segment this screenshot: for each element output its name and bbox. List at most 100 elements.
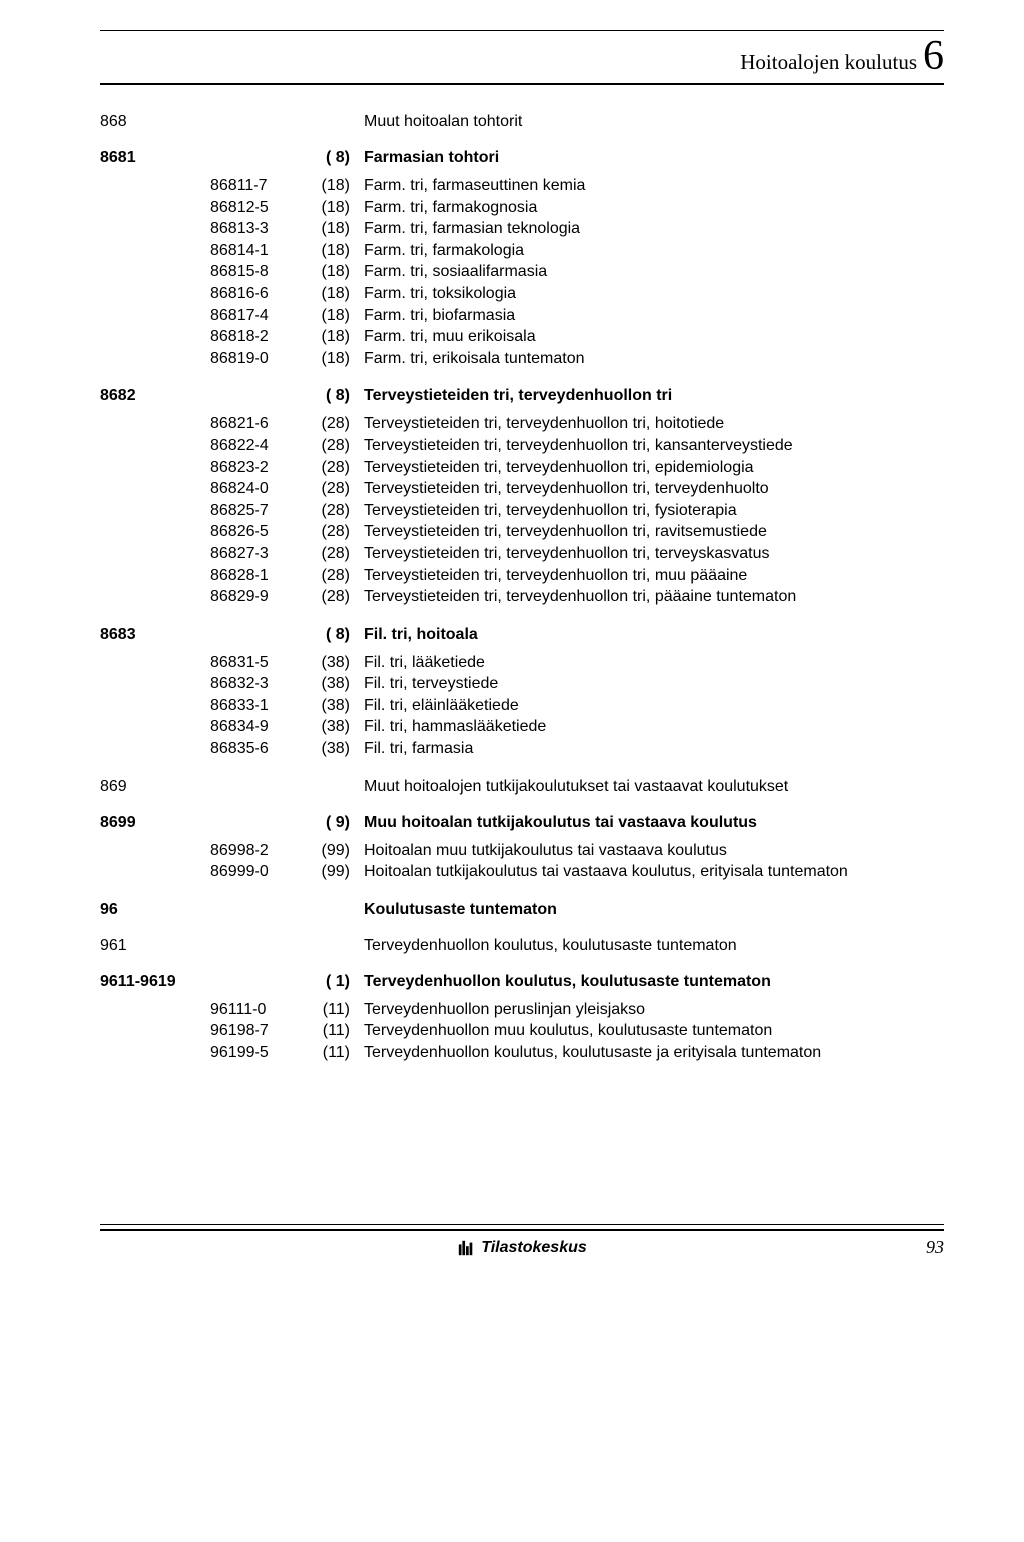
group-heading: 8681( 8)Farmasian tohtori xyxy=(100,149,944,167)
section-code: 868 xyxy=(100,113,210,131)
detail-subcode: 86826-5 xyxy=(210,521,300,543)
spacer xyxy=(100,197,210,219)
section-text: Muut hoitoalojen tutkijakoulutukset tai … xyxy=(364,778,944,796)
spacer xyxy=(100,478,210,500)
detail-subcode: 86812-5 xyxy=(210,197,300,219)
detail-line: 86815-8(18)Farm. tri, sosiaalifarmasia xyxy=(100,261,944,283)
detail-paren: (38) xyxy=(300,695,364,717)
group-heading: 8699( 9)Muu hoitoalan tutkijakoulutus ta… xyxy=(100,814,944,832)
detail-paren: (38) xyxy=(300,652,364,674)
detail-text: Terveydenhuollon koulutus, koulutusaste … xyxy=(364,1042,944,1064)
detail-subcode: 86821-6 xyxy=(210,413,300,435)
detail-line: 96198-7(11)Terveydenhuollon muu koulutus… xyxy=(100,1020,944,1042)
detail-line: 86835-6(38)Fil. tri, farmasia xyxy=(100,738,944,760)
spacer xyxy=(100,521,210,543)
detail-rows: 86811-7(18)Farm. tri, farmaseuttinen kem… xyxy=(100,175,944,369)
detail-paren: (18) xyxy=(300,197,364,219)
detail-subcode: 86814-1 xyxy=(210,240,300,262)
detail-text: Terveystieteiden tri, terveydenhuollon t… xyxy=(364,457,944,479)
spacer xyxy=(100,738,210,760)
content-body: 868Muut hoitoalan tohtorit8681( 8)Farmas… xyxy=(100,113,944,1064)
detail-subcode: 86835-6 xyxy=(210,738,300,760)
group-code: 8681 xyxy=(100,149,210,167)
group-paren: ( 8) xyxy=(300,626,364,644)
detail-paren: (38) xyxy=(300,673,364,695)
detail-text: Terveydenhuollon muu koulutus, koulutusa… xyxy=(364,1020,944,1042)
detail-paren: (28) xyxy=(300,586,364,608)
spacer xyxy=(210,814,300,832)
detail-line: 86811-7(18)Farm. tri, farmaseuttinen kem… xyxy=(100,175,944,197)
detail-text: Terveystieteiden tri, terveydenhuollon t… xyxy=(364,521,944,543)
page-footer: Tilastokeskus 93 xyxy=(100,1239,944,1257)
spacer xyxy=(100,565,210,587)
spacer xyxy=(210,778,300,796)
spacer xyxy=(210,113,300,131)
detail-subcode: 86824-0 xyxy=(210,478,300,500)
spacer xyxy=(100,500,210,522)
detail-paren: (18) xyxy=(300,175,364,197)
detail-subcode: 86825-7 xyxy=(210,500,300,522)
group-paren: ( 1) xyxy=(300,973,364,991)
group-paren: ( 8) xyxy=(300,387,364,405)
spacer xyxy=(100,283,210,305)
detail-line: 86824-0(28)Terveystieteiden tri, terveyd… xyxy=(100,478,944,500)
header-title: Hoitoalojen koulutus xyxy=(740,50,917,75)
spacer xyxy=(100,240,210,262)
detail-line: 86822-4(28)Terveystieteiden tri, terveyd… xyxy=(100,435,944,457)
detail-line: 86823-2(28)Terveystieteiden tri, terveyd… xyxy=(100,457,944,479)
detail-rows: 86831-5(38)Fil. tri, lääketiede86832-3(3… xyxy=(100,652,944,760)
document-page: Hoitoalojen koulutus 6 868 Muut hoitoalan… xyxy=(0,0,1024,1542)
detail-line: 96199-5(11)Terveydenhuollon koulutus, ko… xyxy=(100,1042,944,1064)
detail-line: 86821-6(28)Terveystieteiden tri, terveyd… xyxy=(100,413,944,435)
spacer xyxy=(210,973,300,991)
detail-paren: (18) xyxy=(300,261,364,283)
group-text: Terveystieteiden tri, terveydenhuollon t… xyxy=(364,387,944,405)
detail-text: Farm. tri, farmakologia xyxy=(364,240,944,262)
detail-text: Terveystieteiden tri, terveydenhuollon t… xyxy=(364,543,944,565)
spacer xyxy=(100,457,210,479)
spacer xyxy=(300,901,364,919)
detail-line: 86817-4(18)Farm. tri, biofarmasia xyxy=(100,305,944,327)
detail-line: 86833-1(38)Fil. tri, eläinlääketiede xyxy=(100,695,944,717)
spacer xyxy=(100,348,210,370)
group-paren: ( 8) xyxy=(300,149,364,167)
section-text: Muut hoitoalan tohtorit xyxy=(364,113,944,131)
group-code: 8683 xyxy=(100,626,210,644)
detail-text: Terveystieteiden tri, terveydenhuollon t… xyxy=(364,565,944,587)
spacer xyxy=(100,326,210,348)
detail-text: Fil. tri, lääketiede xyxy=(364,652,944,674)
detail-line: 86998-2(99)Hoitoalan muu tutkijakoulutus… xyxy=(100,840,944,862)
detail-paren: (18) xyxy=(300,240,364,262)
spacer xyxy=(100,413,210,435)
detail-paren: (11) xyxy=(300,999,364,1021)
footer-publisher: Tilastokeskus xyxy=(457,1239,587,1257)
detail-subcode: 86817-4 xyxy=(210,305,300,327)
section-heading: 868 Muut hoitoalan tohtorit xyxy=(100,113,944,131)
detail-text: Farm. tri, toksikologia xyxy=(364,283,944,305)
level-heading: 96Koulutusaste tuntematon xyxy=(100,901,944,919)
spacer xyxy=(100,861,210,883)
spacer xyxy=(210,626,300,644)
section-heading: 961Terveydenhuollon koulutus, koulutusas… xyxy=(100,937,944,955)
detail-line: 86818-2(18)Farm. tri, muu erikoisala xyxy=(100,326,944,348)
detail-line: 86812-5(18)Farm. tri, farmakognosia xyxy=(100,197,944,219)
detail-rows: 86821-6(28)Terveystieteiden tri, terveyd… xyxy=(100,413,944,607)
group-heading: 8682( 8)Terveystieteiden tri, terveydenh… xyxy=(100,387,944,405)
header-rule-top xyxy=(100,30,944,31)
detail-subcode: 96111-0 xyxy=(210,999,300,1021)
spacer xyxy=(100,716,210,738)
detail-paren: (11) xyxy=(300,1042,364,1064)
detail-subcode: 86818-2 xyxy=(210,326,300,348)
spacer xyxy=(100,586,210,608)
spacer xyxy=(210,387,300,405)
detail-line: 86813-3(18)Farm. tri, farmasian teknolog… xyxy=(100,218,944,240)
spacer xyxy=(210,149,300,167)
header-chapter-number: 6 xyxy=(923,35,944,77)
spacer xyxy=(100,840,210,862)
detail-text: Terveystieteiden tri, terveydenhuollon t… xyxy=(364,413,944,435)
section-code: 869 xyxy=(100,778,210,796)
detail-text: Hoitoalan muu tutkijakoulutus tai vastaa… xyxy=(364,840,944,862)
detail-subcode: 86811-7 xyxy=(210,175,300,197)
detail-paren: (99) xyxy=(300,840,364,862)
publisher-logo-icon xyxy=(457,1239,475,1257)
